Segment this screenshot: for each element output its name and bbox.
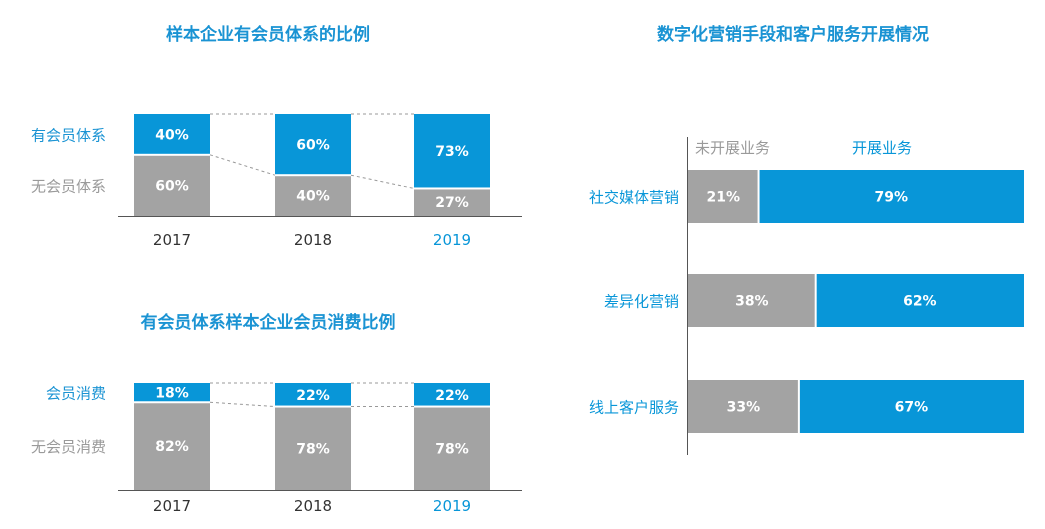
series-label-有会员体系: 有会员体系 bbox=[31, 126, 106, 144]
data-label: 38% bbox=[735, 294, 769, 310]
bar-segment-无会员消费-2018 bbox=[275, 407, 351, 490]
bar-segment-开展业务-1 bbox=[816, 274, 1024, 327]
data-label: 22% bbox=[435, 388, 469, 404]
bar-segment-开展业务-0 bbox=[759, 170, 1024, 223]
category-label: 差异化营销 bbox=[604, 293, 679, 311]
legend-label-未开展业务: 未开展业务 bbox=[695, 139, 770, 157]
data-label: 78% bbox=[296, 441, 330, 457]
data-label: 22% bbox=[296, 388, 330, 404]
data-label: 40% bbox=[296, 189, 330, 205]
category-label: 线上客户服务 bbox=[589, 399, 679, 417]
bar-segment-无会员体系-2019 bbox=[414, 189, 490, 216]
category-label: 2019 bbox=[433, 497, 471, 515]
bar-segment-开展业务-2 bbox=[799, 380, 1024, 433]
data-label: 73% bbox=[435, 144, 469, 160]
bar-segment-会员消费-2017 bbox=[134, 383, 210, 402]
data-label: 18% bbox=[155, 386, 189, 402]
bar-segment-无会员消费-2019 bbox=[414, 407, 490, 490]
series-label-无会员体系: 无会员体系 bbox=[31, 177, 106, 195]
chart-title: 有会员体系样本企业会员消费比例 bbox=[141, 312, 396, 333]
chart-title: 样本企业有会员体系的比例 bbox=[166, 24, 370, 45]
series-label-会员消费: 会员消费 bbox=[46, 385, 106, 403]
connector-line bbox=[209, 401, 276, 408]
data-label: 40% bbox=[155, 127, 189, 143]
category-label: 社交媒体营销 bbox=[589, 189, 679, 207]
connector-line bbox=[209, 154, 276, 176]
data-label: 78% bbox=[435, 441, 469, 457]
category-label: 2017 bbox=[153, 497, 191, 515]
bar-segment-有会员体系-2018 bbox=[275, 114, 351, 175]
category-label: 2019 bbox=[433, 231, 471, 249]
data-label: 60% bbox=[155, 178, 189, 194]
bar-segment-会员消费-2019 bbox=[414, 383, 490, 406]
bar-segment-未开展业务-1 bbox=[688, 274, 815, 327]
data-label: 62% bbox=[903, 294, 937, 310]
category-label: 2018 bbox=[294, 497, 332, 515]
data-label: 79% bbox=[875, 190, 909, 206]
bar-segment-会员消费-2018 bbox=[275, 383, 351, 406]
data-label: 67% bbox=[895, 400, 929, 416]
bar-segment-无会员消费-2017 bbox=[134, 403, 210, 490]
bar-segment-有会员体系-2019 bbox=[414, 114, 490, 188]
data-label: 82% bbox=[155, 439, 189, 455]
data-label: 33% bbox=[727, 400, 761, 416]
bar-segment-无会员体系-2017 bbox=[134, 155, 210, 216]
bar-segment-未开展业务-0 bbox=[688, 170, 758, 223]
category-label: 2018 bbox=[294, 231, 332, 249]
bar-segment-有会员体系-2017 bbox=[134, 114, 210, 154]
category-label: 2017 bbox=[153, 231, 191, 249]
connector-line bbox=[350, 174, 415, 189]
bar-segment-无会员体系-2018 bbox=[275, 176, 351, 216]
series-label-无会员消费: 无会员消费 bbox=[31, 438, 106, 456]
chart-title: 数字化营销手段和客户服务开展情况 bbox=[657, 24, 929, 45]
bar-segment-未开展业务-2 bbox=[688, 380, 798, 433]
data-label: 60% bbox=[296, 138, 330, 154]
data-label: 27% bbox=[435, 195, 469, 211]
legend-label-开展业务: 开展业务 bbox=[852, 139, 912, 157]
data-label: 21% bbox=[707, 190, 741, 206]
